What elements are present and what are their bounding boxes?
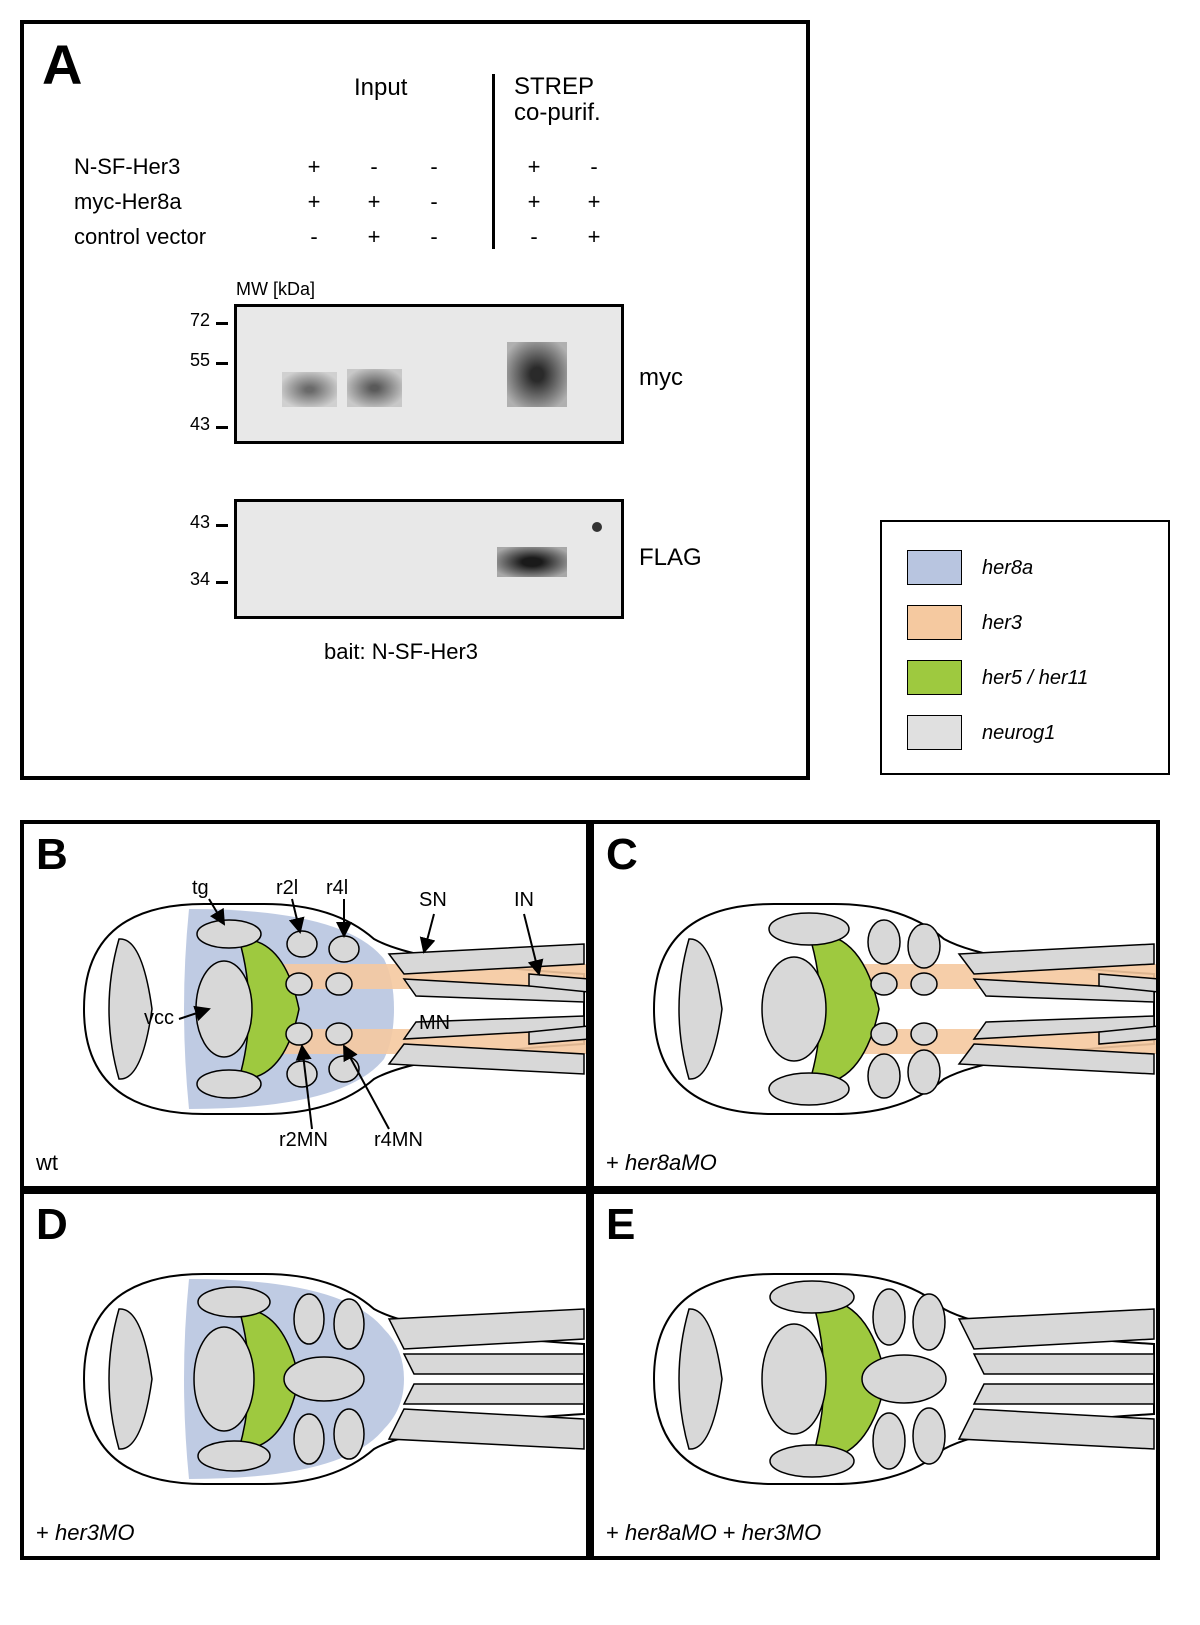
- cond-d: + her3MO: [36, 1520, 134, 1546]
- pm: +: [524, 189, 544, 215]
- band: [507, 342, 567, 407]
- lbl-tg: tg: [192, 877, 209, 900]
- pm: -: [424, 154, 444, 180]
- pm: -: [424, 189, 444, 215]
- swatch-her8a: [907, 550, 962, 585]
- embryo-c: [594, 824, 1160, 1190]
- panel-b: B: [20, 820, 590, 1190]
- pm: -: [304, 224, 324, 250]
- band: [497, 547, 567, 577]
- bait-label: bait: N-SF-Her3: [324, 639, 478, 665]
- lbl-sn: SN: [419, 889, 447, 912]
- legend-neurog1: neurog1: [982, 722, 1055, 745]
- mw-label: MW [kDa]: [236, 279, 315, 300]
- flag-blot: [234, 499, 624, 619]
- row-nsfher3: N-SF-Her3: [74, 154, 180, 180]
- header-strep: STREPco-purif.: [514, 74, 601, 127]
- tick: [216, 524, 228, 527]
- cond-e: + her8aMO + her3MO: [606, 1520, 821, 1546]
- band: [282, 372, 337, 407]
- pm: +: [584, 189, 604, 215]
- lbl-r2mn: r2MN: [279, 1129, 328, 1152]
- legend-her3: her3: [982, 612, 1022, 635]
- pm: +: [364, 189, 384, 215]
- band: [347, 369, 402, 407]
- panel-c: C + her8aMO: [590, 820, 1160, 1190]
- panel-e: E + her8aMO + her3MO: [590, 1190, 1160, 1560]
- tick: [216, 322, 228, 325]
- tick-43: 43: [190, 414, 210, 435]
- header-input: Input: [354, 74, 407, 102]
- swatch-neurog1: [907, 715, 962, 750]
- cond-c: + her8aMO: [606, 1150, 717, 1176]
- pm: -: [584, 154, 604, 180]
- pm: -: [364, 154, 384, 180]
- tick-55: 55: [190, 350, 210, 371]
- cond-b: wt: [36, 1150, 58, 1176]
- legend-box: her8a her3 her5 / her11 neurog1: [880, 520, 1170, 775]
- header-divider: [492, 74, 495, 249]
- pm: +: [524, 154, 544, 180]
- lbl-r4mn: r4MN: [374, 1129, 423, 1152]
- pm: +: [304, 154, 324, 180]
- tick-34: 34: [190, 569, 210, 590]
- tick: [216, 426, 228, 429]
- pm: +: [584, 224, 604, 250]
- pm: -: [524, 224, 544, 250]
- tick: [216, 362, 228, 365]
- panel-a-box: A Input STREPco-purif. N-SF-Her3 myc-Her…: [20, 20, 810, 780]
- flag-label: FLAG: [639, 544, 702, 572]
- legend-her8a: her8a: [982, 557, 1033, 580]
- lbl-mn: MN: [419, 1012, 450, 1035]
- pm: +: [364, 224, 384, 250]
- swatch-her3: [907, 605, 962, 640]
- speck: [592, 522, 602, 532]
- lbl-r2l: r2l: [276, 877, 298, 900]
- panel-d: D + her3MO: [20, 1190, 590, 1560]
- lbl-r4l: r4l: [326, 877, 348, 900]
- tick: [216, 581, 228, 584]
- lbl-vcc: vcc: [144, 1007, 174, 1030]
- row-mycher8a: myc-Her8a: [74, 189, 182, 215]
- tick-43b: 43: [190, 512, 210, 533]
- pm: +: [304, 189, 324, 215]
- row-controlvec: control vector: [74, 224, 206, 250]
- embryo-d: [24, 1194, 590, 1560]
- embryo-e: [594, 1194, 1160, 1560]
- panel-a-letter: A: [42, 32, 82, 97]
- pm: -: [424, 224, 444, 250]
- tick-72: 72: [190, 310, 210, 331]
- swatch-her5: [907, 660, 962, 695]
- lbl-in: IN: [514, 889, 534, 912]
- legend-her5: her5 / her11: [982, 667, 1088, 690]
- myc-blot: [234, 304, 624, 444]
- myc-label: myc: [639, 364, 683, 392]
